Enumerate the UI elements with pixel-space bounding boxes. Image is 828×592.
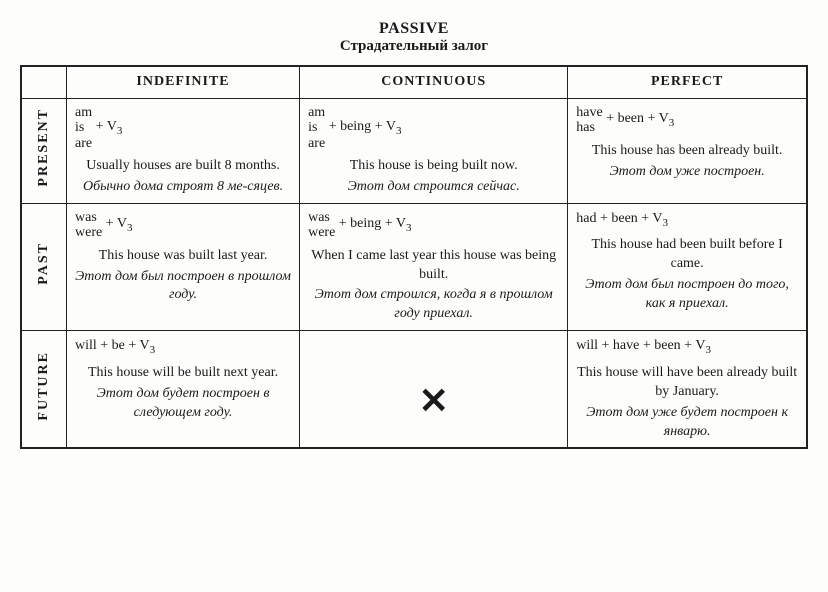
- example-ru: Этот дом уже построен.: [576, 163, 798, 182]
- col-perfect: PERFECT: [568, 66, 807, 98]
- cell-future-perfect: will + have + been + V3 This house will …: [568, 331, 807, 449]
- col-indefinite: INDEFINITE: [67, 66, 300, 98]
- example-en: This house will have been already built …: [576, 364, 798, 402]
- formula: was were + V3: [75, 210, 291, 241]
- formula: am is are + being + V3: [308, 105, 559, 151]
- row-past: PAST was were + V3 This house was built …: [21, 203, 807, 330]
- formula: had + been + V3: [576, 210, 798, 231]
- formula: was were + being + V3: [308, 210, 559, 241]
- cell-present-indefinite: am is are + V3 Usually houses are built …: [67, 98, 300, 203]
- page-subtitle: Страдательный залог: [20, 38, 808, 55]
- example-en: Usually houses are built 8 months.: [75, 157, 291, 176]
- example-ru: Этот дом был построен в прошлом году.: [75, 268, 291, 306]
- example-en: When I came last year this house was bei…: [308, 247, 559, 285]
- example-en: This house was built last year.: [75, 247, 291, 266]
- cell-past-indefinite: was were + V3 This house was built last …: [67, 203, 300, 330]
- example-en: This house had been built before I came.: [576, 236, 798, 274]
- row-label-past: PAST: [21, 203, 67, 330]
- page-title: PASSIVE: [20, 20, 808, 38]
- example-en: This house will be built next year.: [75, 364, 291, 383]
- row-label-present: PRESENT: [21, 98, 67, 203]
- formula: am is are + V3: [75, 105, 291, 151]
- cell-present-continuous: am is are + being + V3 This house is bei…: [300, 98, 568, 203]
- cell-past-continuous: was were + being + V3 When I came last y…: [300, 203, 568, 330]
- cell-present-perfect: have has + been + V3 This house has been…: [568, 98, 807, 203]
- row-label-future: FUTURE: [21, 331, 67, 449]
- col-continuous: CONTINUOUS: [300, 66, 568, 98]
- example-ru: Этот дом будет построен в следующем году…: [75, 385, 291, 423]
- example-ru: Этот дом уже будет построен к январю.: [576, 404, 798, 442]
- row-future: FUTURE will + be + V3 This house will be…: [21, 331, 807, 449]
- example-ru: Этот дом строился, когда я в прошлом год…: [308, 286, 559, 324]
- cell-past-perfect: had + been + V3 This house had been buil…: [568, 203, 807, 330]
- example-en: This house is being built now.: [308, 157, 559, 176]
- formula: have has + been + V3: [576, 105, 798, 136]
- passive-table: INDEFINITE CONTINUOUS PERFECT PRESENT am…: [20, 65, 808, 449]
- example-en: This house has been already built.: [576, 142, 798, 161]
- formula: will + have + been + V3: [576, 337, 798, 358]
- row-present: PRESENT am is are + V3 Usually houses ar…: [21, 98, 807, 203]
- cell-future-indefinite: will + be + V3 This house will be built …: [67, 331, 300, 449]
- example-ru: Этот дом был построен до того, как я при…: [576, 276, 798, 314]
- header-row: INDEFINITE CONTINUOUS PERFECT: [21, 66, 807, 98]
- title-block: PASSIVE Страдательный залог: [20, 20, 808, 55]
- example-ru: Этот дом строится сейчас.: [308, 178, 559, 197]
- formula: will + be + V3: [75, 337, 291, 358]
- corner-cell: [21, 66, 67, 98]
- x-icon: ✕: [419, 381, 449, 421]
- cell-future-continuous: ✕: [300, 331, 568, 449]
- example-ru: Обычно дома строят 8 ме-сяцев.: [75, 178, 291, 197]
